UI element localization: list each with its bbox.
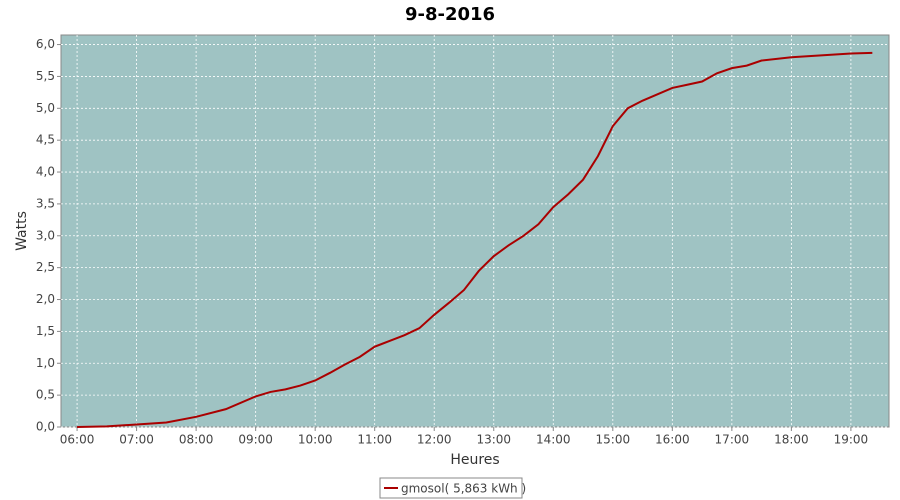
x-tick-label: 16:00 [655,433,690,447]
series-line [77,51,873,428]
y-tick-label: 2,5 [36,260,55,274]
x-tick-label: 12:00 [417,433,452,447]
chart-title: 9-8-2016 [405,4,495,25]
x-tick-label: 17:00 [715,433,750,447]
x-tick-label: 09:00 [238,433,273,447]
y-tick-label: 1,5 [36,324,55,338]
x-tick-label: 11:00 [357,433,392,447]
y-tick-label: 1,0 [36,356,55,370]
x-axis-label: Heures [450,452,499,468]
x-tick-label: 06:00 [60,433,95,447]
legend-label: gmosol( 5,863 kWh ) [401,482,526,496]
y-tick-label: 0,5 [36,388,55,402]
x-tick-label: 14:00 [536,433,571,447]
plot-area [60,34,890,428]
y-tick-label: 4,0 [36,165,55,179]
legend-box [379,477,523,499]
y-tick-label: 5,5 [36,69,55,83]
y-tick-label: 4,5 [36,133,55,147]
y-tick-label: 3,0 [36,228,55,242]
y-tick-label: 3,5 [36,196,55,210]
y-tick-label: 5,0 [36,101,55,115]
x-tick-label: 13:00 [476,433,511,447]
x-tick-label: 19:00 [834,433,869,447]
x-tick-label: 07:00 [119,433,154,447]
y-tick-label: 0,0 [36,420,55,434]
x-tick-label: 10:00 [298,433,333,447]
y-axis-label: Watts [14,211,30,251]
x-tick-label: 08:00 [179,433,214,447]
y-tick-label: 2,0 [36,292,55,306]
x-tick-label: 15:00 [596,433,631,447]
y-tick-label: 6,0 [36,37,55,51]
x-tick-label: 18:00 [774,433,809,447]
